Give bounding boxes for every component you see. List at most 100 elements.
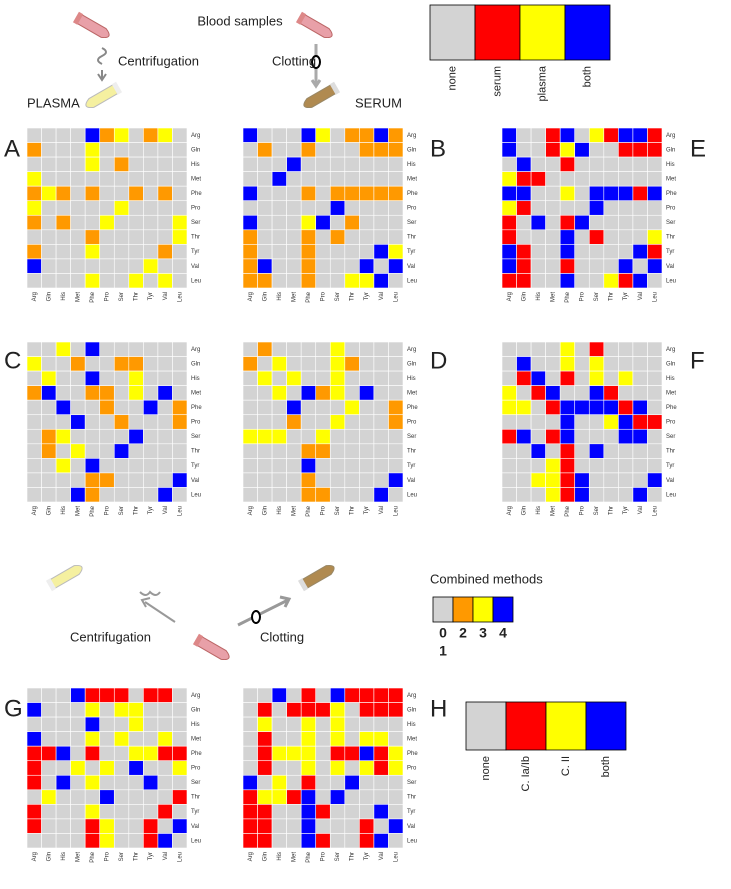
heatmap-cell <box>242 399 258 416</box>
heatmap-cell <box>157 789 173 805</box>
col-label: Tyr <box>148 292 154 300</box>
heatmap-cell <box>286 341 302 357</box>
col-label: Thr <box>350 292 356 301</box>
heatmap-cell <box>41 818 57 834</box>
heatmap-cell <box>242 370 258 386</box>
heatmap-cell <box>99 716 115 732</box>
heatmap-cell <box>26 244 42 260</box>
heatmap-cell <box>55 171 71 187</box>
heatmap-cell <box>172 370 188 386</box>
heatmap-cell <box>603 472 619 488</box>
heatmap-cell <box>315 745 331 762</box>
heatmap-cell <box>647 200 663 216</box>
heatmap-cell <box>242 127 258 143</box>
heatmap-cell <box>84 399 101 416</box>
col-label: Pro <box>105 291 111 301</box>
heatmap-cell <box>99 745 115 762</box>
heatmap-cell <box>143 818 159 834</box>
col-label: Met <box>75 506 81 516</box>
heatmap-cell <box>84 229 101 245</box>
heatmap-cell <box>618 385 634 401</box>
heatmap-cell <box>329 428 346 445</box>
heatmap-cell <box>373 127 389 143</box>
col-label: His <box>277 506 283 515</box>
heatmap-cell <box>315 214 331 231</box>
heatmap-cell <box>618 370 634 386</box>
tube-icon <box>192 633 233 664</box>
heatmap-cell <box>271 833 287 849</box>
heatmap-cell <box>70 833 86 849</box>
heatmap-cell <box>271 774 287 791</box>
heatmap-cell <box>242 244 258 260</box>
heatmap-cell <box>388 214 404 231</box>
col-label: Phe <box>90 291 96 302</box>
heatmap-cell <box>373 244 389 260</box>
heatmap-cell <box>242 702 258 718</box>
heatmap-cell <box>588 341 605 357</box>
heatmap-cell <box>26 185 42 202</box>
col-label: Pro <box>105 505 111 515</box>
heatmap-cell <box>344 258 360 274</box>
heatmap-cell <box>315 702 331 718</box>
heatmap-cell <box>359 127 375 143</box>
heatmap-cell <box>344 385 360 401</box>
heatmap-cell <box>359 142 375 158</box>
heatmap-cell <box>300 356 317 372</box>
heatmap-cell <box>329 443 346 459</box>
row-label: Phe <box>666 405 677 411</box>
heatmap-cell <box>41 745 57 762</box>
heatmap-cell <box>84 428 101 445</box>
heatmap-cell <box>55 774 71 791</box>
product-label: PLASMA <box>27 95 80 110</box>
heatmap-cell <box>632 127 648 143</box>
heatmap-cell <box>530 214 546 231</box>
heatmap-cell <box>143 258 159 274</box>
heatmap-cell <box>113 716 130 732</box>
heatmap-cell <box>41 472 57 488</box>
heatmap-cell <box>315 370 331 386</box>
heatmap-cell <box>501 244 517 260</box>
heatmap-cell <box>373 341 389 357</box>
heatmap-cell <box>329 818 346 834</box>
heatmap-cell <box>143 702 159 718</box>
heatmap-cell <box>157 414 173 430</box>
col-label: Tyr <box>623 506 629 514</box>
heatmap-cell <box>157 745 173 762</box>
heatmap-cell <box>588 127 605 143</box>
heatmap-cell <box>172 341 188 357</box>
heatmap-cell <box>172 258 188 274</box>
heatmap-cell <box>300 127 317 143</box>
heatmap-cell <box>501 171 517 187</box>
col-label: Arg <box>32 506 38 515</box>
row-label: His <box>666 376 675 382</box>
legend-swatch <box>429 4 476 61</box>
heatmap-cell <box>55 818 71 834</box>
heatmap-cell <box>300 833 317 849</box>
heatmap-cell <box>632 487 648 503</box>
row-label: Arg <box>407 133 416 139</box>
heatmap-cell <box>172 745 188 762</box>
heatmap-cell <box>329 229 346 245</box>
heatmap-cell <box>257 414 273 430</box>
heatmap-cell <box>329 127 346 143</box>
heatmap-cell <box>242 229 258 245</box>
heatmap-cell <box>84 385 101 401</box>
heatmap-cell <box>70 472 86 488</box>
col-label: Ser <box>119 506 125 515</box>
heatmap-cell <box>157 273 173 289</box>
heatmap-cell <box>157 818 173 834</box>
heatmap-cell <box>574 127 590 143</box>
heatmap-cell <box>344 185 360 202</box>
heatmap-cell <box>618 258 634 274</box>
heatmap-cell <box>113 370 130 386</box>
heatmap-cell <box>588 414 605 430</box>
heatmap-cell <box>530 399 546 416</box>
heatmap-cell <box>501 487 517 503</box>
heatmap-cell <box>242 142 258 158</box>
heatmap-cell <box>300 428 317 445</box>
heatmap-cell <box>26 818 42 834</box>
heatmap-cell <box>530 273 546 289</box>
heatmap-cell <box>315 171 331 187</box>
heatmap-cell <box>113 804 130 820</box>
heatmap-cell <box>84 472 101 488</box>
